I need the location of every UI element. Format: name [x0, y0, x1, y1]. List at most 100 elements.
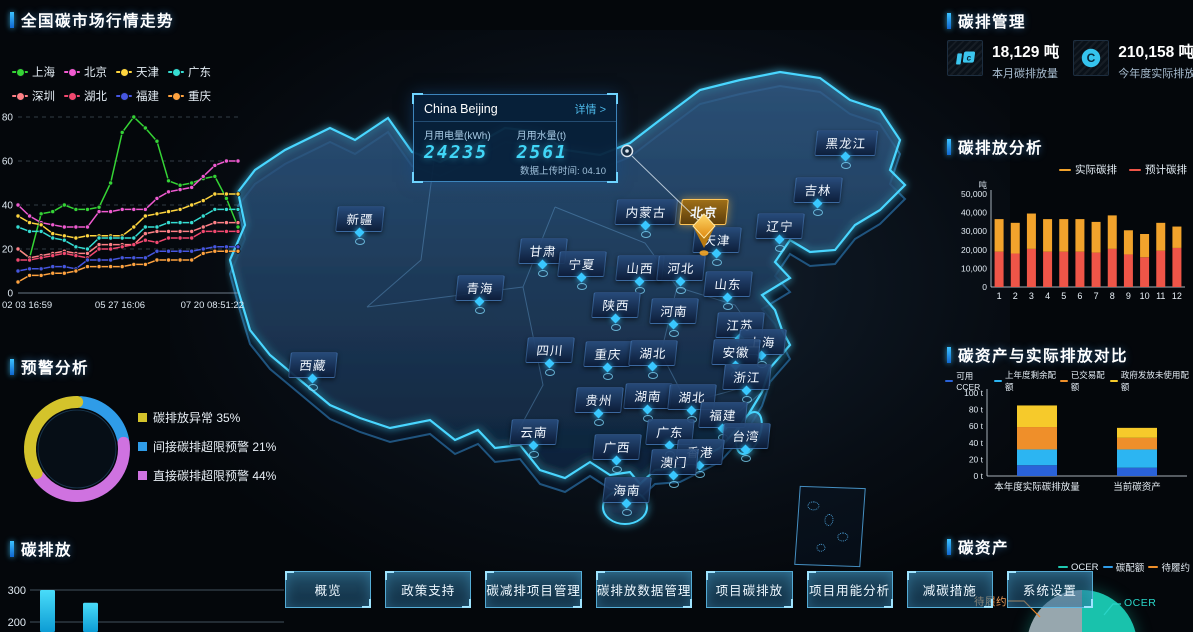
nav-button-项目用能分析[interactable]: 项目用能分析 [806, 571, 893, 608]
legend-item-待履约[interactable]: 待履约 [1148, 560, 1190, 574]
map-province-label[interactable]: 湖南 [623, 383, 673, 409]
nav-button-碳排放数据管理[interactable]: 碳排放数据管理 [595, 571, 693, 608]
legend-marker [1109, 380, 1118, 382]
warning-legend-item[interactable]: 碳排放异常 35% [138, 409, 276, 426]
map-province-label[interactable]: 陕西 [591, 292, 641, 318]
map-province-label[interactable]: 台湾 [721, 423, 771, 449]
carbon-c-icon: C [1073, 40, 1110, 76]
nav-button-系统设置[interactable]: 系统设置 [1006, 571, 1094, 608]
legend-marker [138, 413, 147, 422]
map-province-label[interactable]: 山东 [703, 271, 753, 297]
map-province-label[interactable]: 湖北 [628, 340, 678, 366]
svg-text:80: 80 [2, 113, 14, 124]
nav-button-政策支持[interactable]: 政策支持 [385, 571, 472, 608]
legend-item-OCER[interactable]: OCER [1058, 560, 1098, 574]
legend-label: 实际碳排 [1075, 164, 1117, 176]
svg-text:2: 2 [1013, 291, 1018, 301]
tooltip-detail-link[interactable]: 详情 > [574, 104, 606, 116]
legend-item-碳配额[interactable]: 碳配额 [1102, 560, 1144, 574]
map-province-label-highlight[interactable]: 北京 [679, 199, 729, 225]
legend-label: 重庆 [188, 91, 211, 103]
legend-label: 预计碳排 [1145, 164, 1187, 176]
tooltip-title: China Beijing [424, 102, 498, 116]
legend-marker [1102, 566, 1113, 568]
legend-label: 可用CCER [956, 371, 981, 392]
svg-text:20: 20 [2, 245, 14, 256]
map-province-label[interactable]: 新疆 [335, 206, 385, 232]
map-province-label[interactable]: 吉林 [793, 177, 843, 203]
map-province-label[interactable]: 河北 [656, 255, 706, 281]
map-province-label[interactable]: 河南 [649, 298, 699, 324]
legend-item-广东[interactable]: 广东 [168, 64, 211, 80]
legend-marker [64, 92, 80, 101]
tooltip-field-value: 2561 [516, 142, 569, 163]
market-line-chart: 0 20 40 60 80 02 03 16:59 05 27 16:06 07 20 08:… [0, 103, 246, 320]
legend-marker [12, 68, 28, 77]
nav-button-减碳措施[interactable]: 减碳措施 [906, 571, 993, 608]
legend-item-湖北[interactable]: 湖北 [64, 88, 107, 104]
warning-legend-label: 间接碳排超限预警 21% [153, 440, 277, 454]
legend-marker [1058, 566, 1068, 568]
map-tooltip: China Beijing 详情 > 月用电量(kWh) 24235 月用水量(… [412, 93, 618, 183]
svg-text:c: c [966, 52, 972, 62]
legend-item-北京[interactable]: 北京 [64, 64, 107, 80]
legend-item-上海[interactable]: 上海 [12, 64, 55, 80]
map-province-label[interactable]: 青海 [455, 275, 505, 301]
title-accent [947, 13, 951, 29]
warning-legend-item[interactable]: 直接碳排超限预警 44% [138, 467, 276, 484]
legend-item-可用CCER[interactable]: 可用CCER [945, 369, 994, 393]
warning-legend-label: 直接碳排超限预警 44% [153, 469, 277, 483]
svg-text:10: 10 [1140, 291, 1150, 301]
svg-text:0 t: 0 t [974, 471, 984, 481]
map-province-label[interactable]: 云南 [509, 419, 559, 445]
map-province-label[interactable]: 四川 [525, 337, 575, 363]
map-province-label[interactable]: 安徽 [711, 339, 761, 365]
svg-text:5: 5 [1061, 291, 1066, 301]
tooltip-corner [607, 172, 618, 183]
legend-marker [138, 471, 147, 480]
legend-item-福建[interactable]: 福建 [116, 88, 159, 104]
legend-label: 上年度剩余配额 [1005, 370, 1057, 392]
nav-button-碳减排项目管理[interactable]: 碳减排项目管理 [485, 571, 582, 608]
map-province-label[interactable]: 内蒙古 [614, 199, 678, 225]
legend-item-政府发放未使用配额[interactable]: 政府发放未使用配额 [1109, 369, 1191, 393]
market-legend: 上海 北京 天津 广东深圳 湖北 福建 重庆 [12, 64, 248, 104]
tooltip-corner [607, 93, 618, 104]
map-province-label[interactable]: 浙江 [722, 364, 772, 390]
legend-item-预计碳排[interactable]: 预计碳排 [1129, 162, 1187, 177]
stat-value: 18,129 吨 [992, 44, 1060, 61]
map-province-label[interactable]: 贵州 [574, 387, 624, 413]
legend-item-上年度剩余配额[interactable]: 上年度剩余配额 [993, 369, 1060, 393]
manage-stats: c 18,129 吨 本月碳排放量 C 210,158 吨 今年度实际排放量 [947, 40, 1193, 81]
tooltip-field-label: 月用水量(t) [516, 131, 567, 142]
factory-icon: c [947, 40, 983, 76]
tooltip-upload-time: 数据上传时间: 04.10 [519, 166, 606, 177]
map-province-label[interactable]: 宁夏 [557, 251, 607, 277]
legend-label: 湖北 [84, 91, 107, 103]
map-province-label[interactable]: 天津 [692, 227, 742, 253]
svg-text:50,000: 50,000 [961, 189, 987, 199]
pie-callout-label-OCER: OCER [1124, 597, 1157, 609]
legend-marker [116, 92, 132, 101]
map-province-label[interactable]: 黑龙江 [814, 130, 878, 156]
legend-item-深圳[interactable]: 深圳 [12, 88, 55, 104]
warning-legend-item[interactable]: 间接碳排超限预警 21% [138, 438, 276, 455]
tooltip-field-label: 月用电量(kWh) [424, 131, 491, 142]
map-province-label[interactable]: 澳门 [649, 449, 699, 475]
map-province-label[interactable]: 海南 [602, 477, 652, 503]
legend-item-已交易配额[interactable]: 已交易配额 [1059, 369, 1110, 393]
legend-item-天津[interactable]: 天津 [116, 64, 159, 80]
nav-button-项目碳排放[interactable]: 项目碳排放 [706, 571, 793, 608]
legend-item-重庆[interactable]: 重庆 [168, 88, 211, 104]
analysis-title: 碳排放分析 [958, 140, 1044, 157]
nav-button-概览[interactable]: 概览 [285, 571, 372, 608]
south-china-sea-inset [794, 485, 866, 568]
map-province-label[interactable]: 辽宁 [755, 213, 805, 239]
legend-item-实际碳排[interactable]: 实际碳排 [1059, 162, 1117, 177]
map-province-label[interactable]: 重庆 [583, 341, 633, 367]
map-province-label[interactable]: 西藏 [288, 352, 338, 378]
legend-marker [168, 68, 184, 77]
svg-text:02 03 16:59: 02 03 16:59 [2, 300, 52, 311]
map-province-label[interactable]: 广西 [592, 434, 642, 460]
